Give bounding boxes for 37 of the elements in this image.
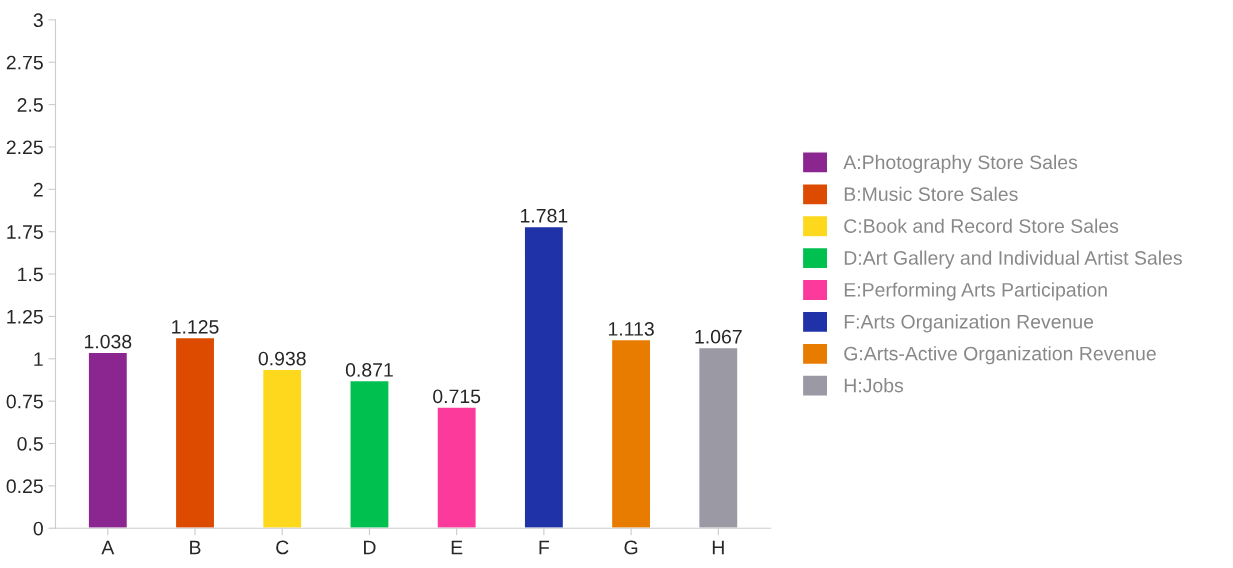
y-tick-label: 1.25 (7, 309, 43, 324)
y-tick-label: 2.75 (6, 55, 43, 70)
data-label: 0.871 (345, 363, 393, 377)
legend-label: G:Arts-Active Organization Revenue (844, 346, 1156, 365)
legend-label: B:Music Store Sales (844, 186, 1018, 202)
y-tick-label: 2 (33, 182, 43, 197)
legend-label: D:Art Gallery and Individual Artist Sales (844, 250, 1182, 269)
y-tick-label: 0.5 (17, 436, 43, 451)
data-label: 0.715 (433, 389, 481, 404)
x-tick-label: H (712, 540, 724, 555)
legend-label: H:Jobs (844, 378, 904, 393)
legend-label: A:Photography Store Sales (843, 154, 1078, 173)
y-tick-label: 0 (33, 521, 43, 536)
data-label: 1.113 (608, 322, 654, 336)
y-tick-label: 3 (33, 13, 43, 28)
y-tick-label: 1.5 (18, 267, 43, 282)
x-tick-label: A (101, 540, 115, 555)
legend-label: C:Book and Record Store Sales (844, 218, 1119, 233)
y-tick-label: 0.25 (6, 479, 43, 494)
y-tick-label: 1 (34, 352, 43, 366)
x-tick-label: E (451, 540, 463, 555)
x-tick-label: G (624, 540, 638, 555)
data-label: 1.781 (521, 208, 568, 223)
legend-label: F:Arts Organization Revenue (844, 314, 1094, 333)
y-tick-label: 2.5 (17, 98, 43, 112)
x-tick-label: B (190, 540, 201, 555)
data-label: 1.038 (84, 334, 132, 349)
x-tick-label: C (276, 540, 289, 555)
y-tick-label: 2.25 (6, 140, 43, 155)
legend-label: E:Performing Arts Participation (844, 282, 1107, 301)
x-tick-label: D (364, 540, 376, 555)
x-tick-label: F (539, 540, 550, 555)
y-tick-label: 1.75 (7, 225, 43, 239)
y-tick-label: 0.75 (6, 394, 43, 409)
data-label: 0.938 (258, 351, 306, 366)
data-label: 1.125 (172, 319, 219, 334)
data-label: 1.067 (695, 329, 742, 344)
